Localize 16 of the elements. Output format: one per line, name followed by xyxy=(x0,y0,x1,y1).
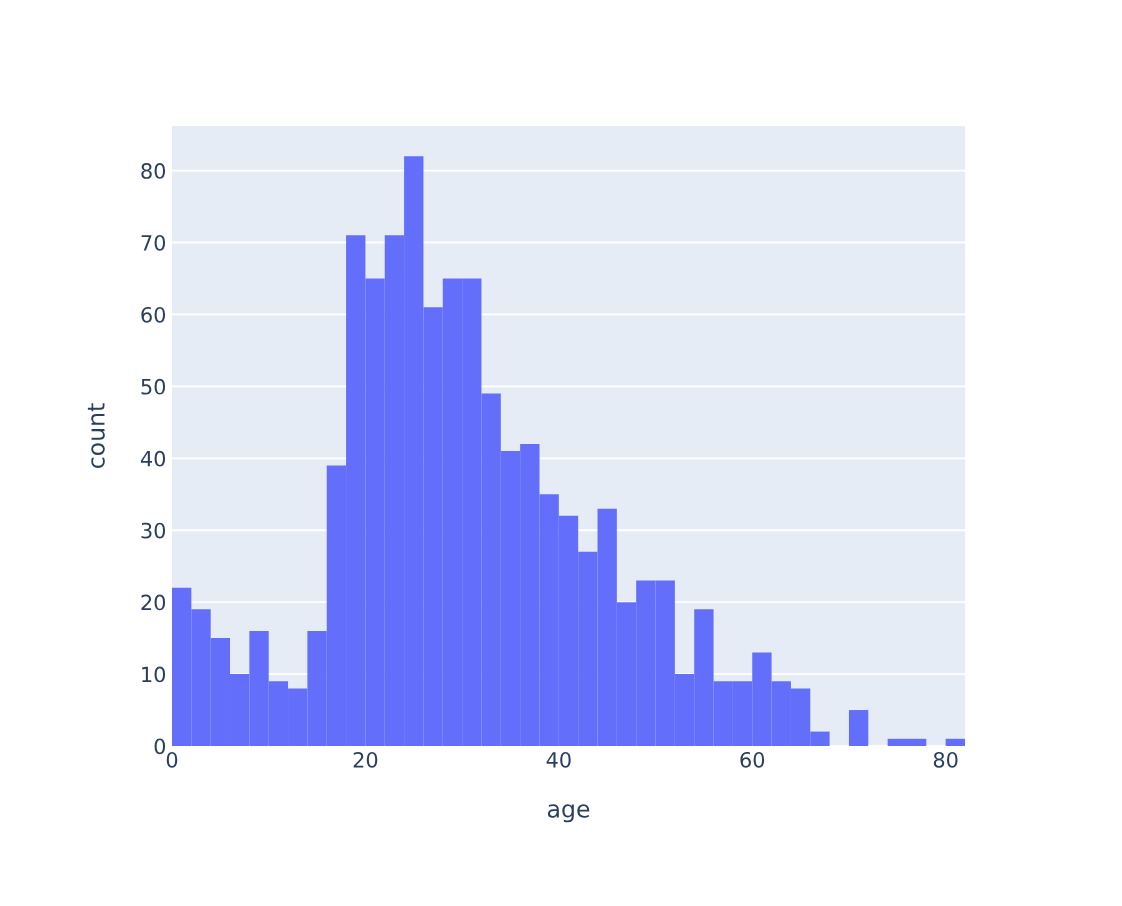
x-axis-title: age xyxy=(547,804,590,823)
y-tick-label: 20 xyxy=(141,594,166,611)
y-tick-label: 10 xyxy=(142,666,166,683)
y-tick-label: 30 xyxy=(141,522,166,539)
y-tick-label: 40 xyxy=(140,450,166,467)
x-tick-label: 20 xyxy=(353,751,378,768)
y-tick-label: 70 xyxy=(141,234,166,251)
y-tick-label: 80 xyxy=(141,163,166,179)
x-tick-label: 40 xyxy=(546,751,571,768)
x-tick-label: 80 xyxy=(933,751,958,768)
y-tick-label: 60 xyxy=(141,306,166,323)
y-tick-label: 50 xyxy=(141,378,166,395)
y-tick-label: 0 xyxy=(154,738,166,755)
y-axis-title: count xyxy=(87,403,105,468)
x-tick-label: 0 xyxy=(166,751,178,768)
x-tick-label: 60 xyxy=(740,751,765,768)
